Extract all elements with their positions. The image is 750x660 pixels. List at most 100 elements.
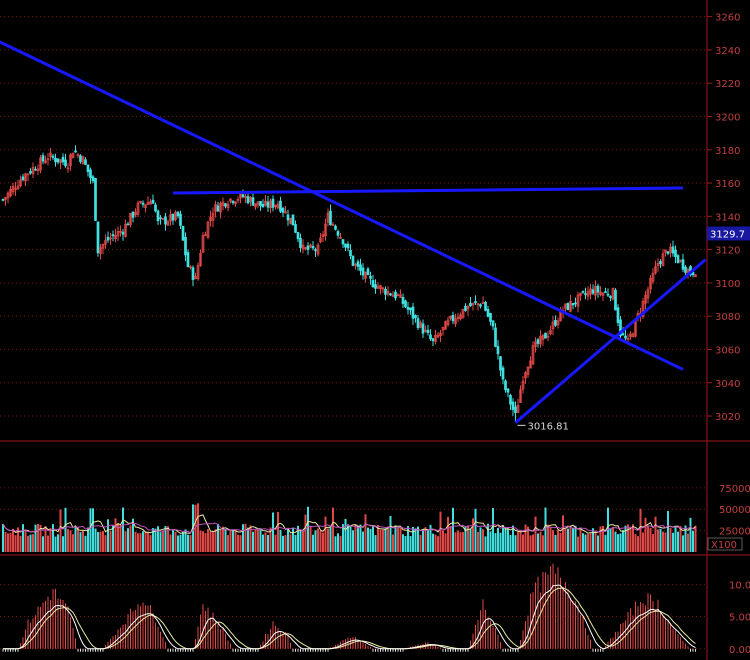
volume-bar xyxy=(312,534,314,552)
candle-body xyxy=(441,326,445,331)
candle-body xyxy=(581,291,585,293)
volume-bar xyxy=(134,531,137,552)
volume-bar xyxy=(552,530,554,552)
macd-tick-label: 5.00 xyxy=(729,613,750,624)
candle-body xyxy=(576,294,580,307)
candle-body xyxy=(376,286,380,289)
candle-body xyxy=(69,154,72,166)
volume-bar xyxy=(197,503,199,552)
candle-body xyxy=(94,178,97,221)
trendline-rising xyxy=(514,258,707,424)
volume-bar xyxy=(29,534,32,552)
volume-bar xyxy=(662,531,664,552)
volume-bar xyxy=(507,528,509,552)
volume-bar xyxy=(392,534,394,552)
candle-body xyxy=(326,212,330,223)
volume-bar xyxy=(547,524,549,552)
candle-body xyxy=(624,335,627,339)
candle-body xyxy=(259,201,262,207)
volume-bar xyxy=(357,525,359,552)
volume-bar xyxy=(307,506,309,552)
volume-bar xyxy=(217,523,219,552)
candle-body xyxy=(514,406,517,413)
volume-bar xyxy=(389,516,392,552)
candle-body xyxy=(374,284,377,289)
volume-bar xyxy=(254,528,257,552)
candle-body xyxy=(189,266,192,269)
volume-bar xyxy=(24,529,27,552)
candle-body xyxy=(241,194,245,198)
candle-body xyxy=(49,152,52,157)
price-tick-label: 3120 xyxy=(715,246,740,257)
candle-body xyxy=(296,232,300,240)
candle-body xyxy=(536,339,540,344)
candle-body xyxy=(589,288,592,295)
volume-bar xyxy=(264,532,267,552)
volume-bar xyxy=(279,529,282,552)
candle-body xyxy=(409,307,412,311)
candle-body xyxy=(479,304,482,307)
candle-body xyxy=(116,231,120,237)
candle-body xyxy=(99,247,102,254)
candle-body xyxy=(89,169,92,179)
volume-bar xyxy=(432,533,434,552)
volume-bar xyxy=(282,535,284,552)
volume-bar xyxy=(129,525,132,552)
volume-bar xyxy=(384,528,387,552)
volume-bar xyxy=(347,524,349,552)
volume-bar xyxy=(534,516,537,552)
volume-bar xyxy=(412,526,414,552)
volume-bar xyxy=(109,531,112,552)
macd-tick-label: 0.00 xyxy=(729,645,750,656)
candle-body xyxy=(449,315,452,319)
volume-bar xyxy=(382,529,384,552)
volume-bar xyxy=(499,532,502,552)
candle-body xyxy=(519,389,522,403)
candle-body xyxy=(401,297,405,305)
volume-bar xyxy=(69,530,72,552)
candle-body xyxy=(644,295,647,304)
candle-body xyxy=(451,315,455,322)
volume-bar xyxy=(84,535,87,552)
volume-bar xyxy=(414,528,417,552)
volume-bar xyxy=(127,528,129,552)
candle-body xyxy=(344,243,347,248)
candle-body xyxy=(626,337,630,340)
candle-body xyxy=(354,263,357,266)
candle-body xyxy=(119,230,122,233)
volume-bar xyxy=(319,530,322,552)
volume-bar xyxy=(352,530,354,552)
volume-bar xyxy=(287,528,289,552)
candle-body xyxy=(406,307,410,310)
volume-bar xyxy=(639,508,642,552)
volume-bar xyxy=(572,528,574,552)
candle-body xyxy=(266,201,270,208)
volume-bar xyxy=(204,533,207,552)
candle-body xyxy=(464,305,467,311)
candle-body xyxy=(664,249,667,253)
candle-body xyxy=(306,245,310,250)
volume-bar xyxy=(74,527,77,552)
volume-bar xyxy=(72,534,74,552)
volume-bar xyxy=(442,530,444,552)
candle-body xyxy=(311,245,315,249)
macd-tick-label: 10.00 xyxy=(729,580,750,591)
volume-bar xyxy=(17,527,19,552)
volume-bar xyxy=(482,529,484,552)
candle-body xyxy=(121,231,125,235)
volume-bar xyxy=(634,534,637,552)
volume-bar xyxy=(222,526,224,552)
volume-bar xyxy=(617,534,619,552)
candle-body xyxy=(526,366,530,375)
candle-body xyxy=(309,244,312,248)
candle-body xyxy=(671,246,675,254)
volume-bar xyxy=(34,524,37,552)
volume-bar xyxy=(367,527,369,552)
candle-body xyxy=(364,271,367,279)
candle-body xyxy=(506,388,510,393)
candle-body xyxy=(31,167,35,175)
volume-bar xyxy=(47,535,49,552)
candle-body xyxy=(201,235,205,253)
volume-bar xyxy=(64,507,67,552)
volume-bar xyxy=(232,529,234,552)
